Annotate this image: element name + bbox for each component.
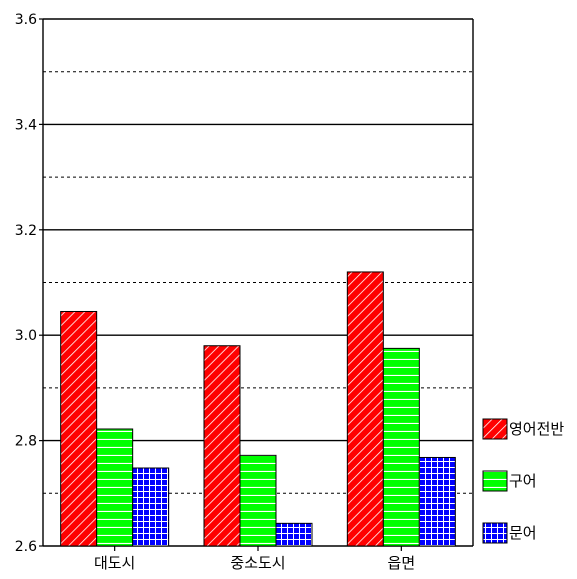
x-category-labels: 대도시 중소도시 읍면 [94, 546, 415, 572]
bar-1-2 [204, 346, 240, 546]
y-tick-label: 3.0 [15, 328, 37, 344]
legend-label-1: 영어전반 [509, 420, 564, 438]
x-category-label: 대도시 [94, 554, 135, 572]
y-tick-labels: 2.6 2.8 3.0 3.2 3.4 3.6 [15, 12, 43, 555]
bar-2-2 [240, 455, 276, 546]
y-tick-label: 3.4 [15, 117, 37, 133]
legend-label-2: 구어 [509, 472, 537, 490]
legend-swatch-2 [483, 471, 507, 491]
y-tick-label: 3.6 [15, 12, 37, 28]
bars [61, 272, 456, 546]
bar-3-3 [419, 457, 455, 546]
bar-2-3 [383, 348, 419, 546]
bar-1-3 [347, 272, 383, 546]
bar-2-1 [97, 429, 133, 546]
x-category-label: 중소도시 [230, 554, 285, 572]
legend-swatch-3 [483, 523, 507, 543]
legend-label-3: 문어 [509, 524, 537, 542]
y-tick-label: 2.6 [15, 539, 37, 555]
bar-3-1 [133, 468, 169, 546]
x-category-label: 읍면 [388, 554, 416, 572]
y-tick-label: 3.2 [15, 223, 37, 239]
legend-swatch-1 [483, 419, 507, 439]
bar-3-2 [276, 523, 312, 546]
bar-1-1 [61, 311, 97, 546]
y-tick-label: 2.8 [15, 434, 37, 450]
